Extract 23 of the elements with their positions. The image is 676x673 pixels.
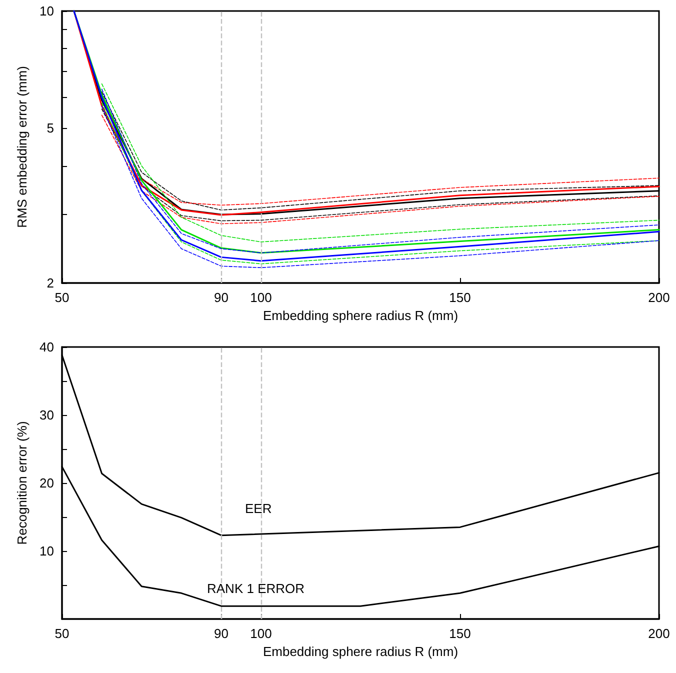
x-tick-label: 150 xyxy=(449,290,471,305)
x-axis-title: Embedding sphere radius R (mm) xyxy=(262,308,458,323)
y-tick-label: 40 xyxy=(40,340,54,354)
y-tick-label: 2 xyxy=(46,276,54,290)
y-tick-label: 5 xyxy=(46,120,54,136)
x-tick-label: 200 xyxy=(648,626,670,641)
annotation: EER xyxy=(245,501,272,516)
y-tick-label: 20 xyxy=(40,476,54,490)
y-axis-title: Recognition error (%) xyxy=(14,421,30,545)
x-tick-label: 100 xyxy=(250,290,272,305)
y-tick-label: 10 xyxy=(40,4,54,18)
x-tick-label: 90 xyxy=(214,626,228,641)
x-tick-label: 50 xyxy=(54,626,70,641)
x-tick-label: 100 xyxy=(250,626,272,641)
y-axis-title: RMS embedding error (mm) xyxy=(14,66,30,228)
x-tick-label: 90 xyxy=(214,290,228,305)
x-tick-label: 50 xyxy=(54,290,70,305)
x-axis-title: Embedding sphere radius R (mm) xyxy=(262,644,458,659)
y-tick-label: 30 xyxy=(40,408,54,422)
y-tick-label: 10 xyxy=(40,544,54,558)
x-tick-label: 200 xyxy=(648,290,670,305)
annotation: RANK 1 ERROR xyxy=(207,581,305,596)
x-tick-label: 150 xyxy=(449,626,471,641)
